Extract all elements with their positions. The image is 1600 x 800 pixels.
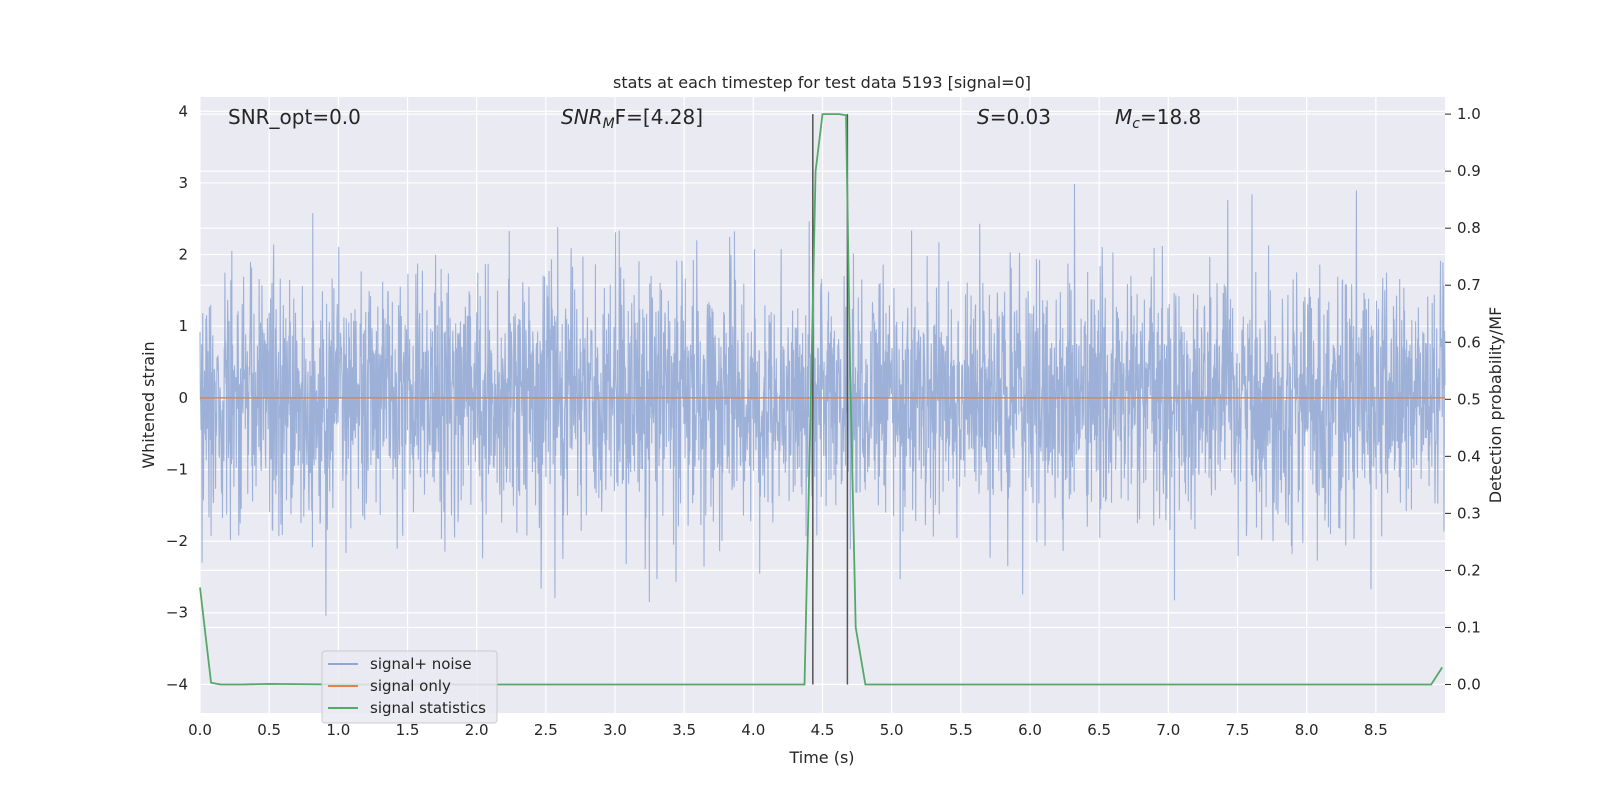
legend: signal+ noise signal only signal statist… [321, 650, 498, 724]
signal-noise-line [199, 183, 1446, 616]
right-y-tick-label: 0.7 [1457, 276, 1481, 294]
legend-box [321, 650, 498, 724]
left-y-tick-labels: −4 −3 −2 −1 0 1 2 3 4 [166, 102, 188, 693]
snr-mf-base: SNR [561, 105, 603, 129]
x-tick-label: 1.5 [396, 721, 420, 739]
left-y-tick-label: −4 [166, 675, 188, 693]
right-y-tick-label: 0.4 [1457, 447, 1481, 465]
right-y-tick-label: 0.8 [1457, 219, 1481, 237]
left-y-tick-label: 4 [178, 102, 188, 120]
mc-sub: c [1132, 116, 1140, 132]
left-y-tick-label: 2 [178, 246, 188, 264]
left-y-tick-label: 1 [178, 317, 188, 335]
x-tick-label: 8.5 [1364, 721, 1388, 739]
x-tick-label: 0.5 [257, 721, 281, 739]
right-y-tick-label: 0.6 [1457, 333, 1481, 351]
right-y-tick-label: 0.1 [1457, 618, 1481, 636]
x-tick-label: 0.0 [188, 721, 212, 739]
x-axis-label: Time (s) [788, 748, 854, 767]
s-rest: =0.03 [990, 105, 1051, 129]
right-y-axis-label: Detection probability/MF [1486, 307, 1505, 504]
s-annotation: S=0.03 [977, 105, 1051, 129]
left-y-tick-label: −3 [166, 604, 188, 622]
x-tick-label: 2.5 [534, 721, 558, 739]
left-y-tick-label: 3 [178, 174, 188, 192]
chart-title: stats at each timestep for test data 519… [613, 73, 1031, 92]
mc-rest: =18.8 [1140, 105, 1201, 129]
mc-base: M [1115, 105, 1132, 129]
snr-mf-sub: M [603, 116, 615, 132]
x-tick-label: 7.0 [1156, 721, 1180, 739]
right-y-tick-labels: 0.0 0.1 0.2 0.3 0.4 0.5 0.6 0.7 0.8 0.9 1.0 [1457, 105, 1481, 693]
x-tick-label: 5.5 [949, 721, 973, 739]
s-base: S [977, 105, 990, 129]
x-tick-label: 4.5 [811, 721, 835, 739]
x-tick-label: 7.5 [1226, 721, 1250, 739]
right-y-tick-label: 0.3 [1457, 504, 1481, 522]
mc-annotation: Mc=18.8 [1115, 105, 1201, 132]
x-tick-label: 3.0 [603, 721, 627, 739]
x-tick-label: 8.0 [1295, 721, 1319, 739]
x-tick-label: 1.0 [326, 721, 350, 739]
x-tick-label: 4.0 [741, 721, 765, 739]
right-y-tick-label: 0.9 [1457, 162, 1481, 180]
x-tick-labels: 0.0 0.5 1.0 1.5 2.0 2.5 3.0 3.5 4.0 4.5 5.0 5.5 6.0 6… [188, 721, 1388, 739]
snr-mf-annotation: SNRMF=[4.28] [561, 105, 703, 132]
legend-label-signal-statistics: signal statistics [370, 699, 486, 717]
left-y-tick-label: −2 [166, 532, 188, 550]
signal-noise-series [199, 183, 1446, 616]
right-y-tick-label: 0.2 [1457, 561, 1481, 579]
x-tick-label: 3.5 [672, 721, 696, 739]
signal-statistics-line [199, 113, 1443, 686]
right-y-tick-label: 0.5 [1457, 390, 1481, 408]
right-y-tick-label: 0.0 [1457, 675, 1481, 693]
right-y-tick-label: 1.0 [1457, 105, 1481, 123]
x-tick-label: 6.5 [1087, 721, 1111, 739]
left-y-axis-label: Whitened strain [139, 341, 158, 468]
left-y-tick-label: 0 [178, 389, 188, 407]
left-y-tick-label: −1 [166, 460, 188, 478]
x-tick-label: 5.0 [880, 721, 904, 739]
snr-mf-rest: F=[4.28] [615, 105, 703, 129]
snr-opt-annotation: SNR_opt=0.0 [228, 105, 361, 129]
x-tick-label: 2.0 [465, 721, 489, 739]
x-tick-label: 6.0 [1018, 721, 1042, 739]
legend-label-signal-only: signal only [370, 677, 451, 695]
legend-label-signal-noise: signal+ noise [370, 655, 472, 673]
